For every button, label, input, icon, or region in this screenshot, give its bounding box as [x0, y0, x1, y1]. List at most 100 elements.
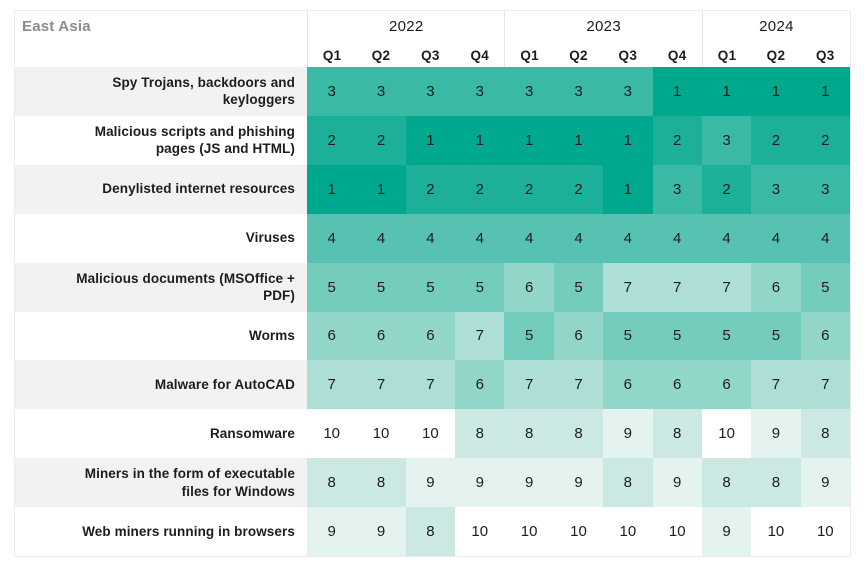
heatmap-cell: 9	[751, 409, 801, 459]
heatmap-cell: 6	[652, 360, 702, 410]
heatmap-cell: 8	[455, 409, 505, 459]
table-row: Viruses 4 4 4 4 4 4 4 4 4 4 4	[15, 213, 850, 263]
year-label: 2024	[701, 11, 850, 41]
row-label: Ransomware	[209, 426, 295, 442]
heatmap-cell: 9	[603, 409, 653, 459]
heatmap-cell: 9	[701, 507, 752, 557]
heatmap-cell: 1	[701, 67, 752, 116]
heatmap-cell: 3	[455, 67, 505, 116]
heatmap-cell: 4	[455, 213, 505, 263]
quarter-label: Q1	[307, 41, 356, 67]
heatmap-cell: 4	[405, 213, 456, 263]
heatmap-cell: 8	[800, 409, 850, 459]
heatmap-cell: 3	[652, 164, 702, 214]
heatmap-cell: 9	[455, 458, 505, 508]
row-label: Malicious scripts and phishing pages (JS…	[94, 123, 295, 157]
year-header-row: East Asia 2022 2023 2024	[15, 11, 850, 41]
heatmap-cell: 9	[356, 507, 406, 557]
quarter-label: Q3	[421, 48, 440, 63]
table-row: Denylisted internet resources 1 1 2 2 2 2 1 3 2 3 3	[15, 164, 850, 214]
heatmap-cell: 1	[652, 67, 702, 116]
heatmap-cell: 3	[405, 67, 456, 116]
heatmap-cell: 6	[455, 360, 505, 410]
heatmap-cell: 7	[800, 360, 850, 410]
heatmap-cell: 3	[751, 164, 801, 214]
heatmap-cell: 4	[701, 213, 752, 263]
heatmap-cell: 10	[356, 409, 406, 459]
heatmap-cell: 6	[356, 311, 406, 361]
heatmap-cell: 5	[701, 311, 752, 361]
heatmap-cell: 5	[455, 262, 505, 312]
heatmap-cell: 1	[455, 115, 505, 165]
heatmap-cell: 8	[504, 409, 554, 459]
heatmap-cell: 7	[652, 262, 702, 312]
heatmap-cell: 6	[800, 311, 850, 361]
heatmap-cell: 5	[751, 311, 801, 361]
heatmap-cell: 5	[307, 262, 357, 312]
heatmap-cell: 2	[504, 164, 554, 214]
row-label: Malicious documents (MSOffice + PDF)	[15, 262, 307, 312]
row-label: Worms	[248, 328, 295, 344]
table-row: Spy Trojans, backdoors and keyloggers 3 3 3…	[15, 67, 850, 116]
heatmap-cell: 2	[553, 164, 604, 214]
table-row: Worms 6 6 6 7 5 6 5 5 5 5 6	[15, 311, 850, 361]
heatmap-cell: 4	[603, 213, 653, 263]
heatmap-cell: 9	[553, 458, 604, 508]
quarter-header-row: Q1 Q2 Q3 Q4 Q1 Q2 Q3 Q4 Q1 Q2 Q3	[15, 41, 850, 67]
heatmap-cell: 1	[307, 164, 357, 214]
heatmap-cell: 2	[356, 115, 406, 165]
heatmap-cell: 10	[455, 507, 505, 557]
table-row: Malicious documents (MSOffice + PDF) 5 5 5 5…	[15, 262, 850, 312]
heatmap-cell: 10	[504, 507, 554, 557]
heatmap-cell: 4	[356, 213, 406, 263]
heatmap-cell: 1	[751, 67, 801, 116]
table-row: Malicious scripts and phishing pages (JS…	[15, 115, 850, 165]
heatmap-cell: 8	[307, 458, 357, 508]
quarter-label: Q2	[569, 48, 588, 63]
heatmap-cell: 5	[356, 262, 406, 312]
heatmap-cell: 3	[603, 67, 653, 116]
heatmap-cell: 4	[504, 213, 554, 263]
year-label: 2023	[504, 11, 701, 41]
region-title: East Asia	[22, 17, 91, 35]
heatmap-cell: 8	[553, 409, 604, 459]
heatmap-cell: 9	[800, 458, 850, 508]
heatmap-cell: 2	[307, 115, 357, 165]
heatmap-cell: 9	[652, 458, 702, 508]
heatmap-cell: 7	[307, 360, 357, 410]
heatmap-cell: 1	[356, 164, 406, 214]
heatmap-cell: 1	[800, 67, 850, 116]
heatmap-cell: 8	[701, 458, 752, 508]
heatmap-cell: 6	[603, 360, 653, 410]
heatmap-cell: 2	[652, 115, 702, 165]
heatmap-cell: 6	[504, 262, 554, 312]
heatmap-cell: 10	[751, 507, 801, 557]
heatmap-cell: 5	[603, 311, 653, 361]
heatmap-cell: 4	[553, 213, 604, 263]
heatmap-cell: 8	[652, 409, 702, 459]
heatmap-cell: 8	[356, 458, 406, 508]
heatmap-cell: 9	[405, 458, 456, 508]
heatmap-cell: 7	[405, 360, 456, 410]
heatmap-cell: 10	[553, 507, 604, 557]
heatmap-cell: 3	[800, 164, 850, 214]
heatmap-cell: 4	[652, 213, 702, 263]
quarter-label: Q2	[766, 48, 786, 63]
heatmap-cell: 4	[307, 213, 357, 263]
row-label: Spy Trojans, backdoors and keyloggers	[15, 67, 307, 116]
table-row: Malware for AutoCAD 7 7 7 6 7 7 6 6 6 7 7	[15, 360, 850, 410]
heatmap-cell: 2	[751, 115, 801, 165]
quarter-label: Q2	[371, 48, 391, 63]
row-label: Web miners running in browsers	[82, 523, 295, 539]
heatmap-cell: 7	[701, 262, 752, 312]
year-label: 2022	[307, 11, 504, 41]
heatmap-cell: 10	[800, 507, 850, 557]
quarter-label: Q4	[667, 48, 687, 63]
heatmap-cell: 10	[701, 409, 752, 459]
quarter-label: Q1	[504, 41, 553, 67]
heatmap-cell: 7	[455, 311, 505, 361]
heatmap-cell: 4	[751, 213, 801, 263]
quarter-label: Q1	[701, 41, 751, 67]
table-row: Ransomware 10 10 10 8 8 8 9 8 10 9 8	[15, 409, 850, 459]
